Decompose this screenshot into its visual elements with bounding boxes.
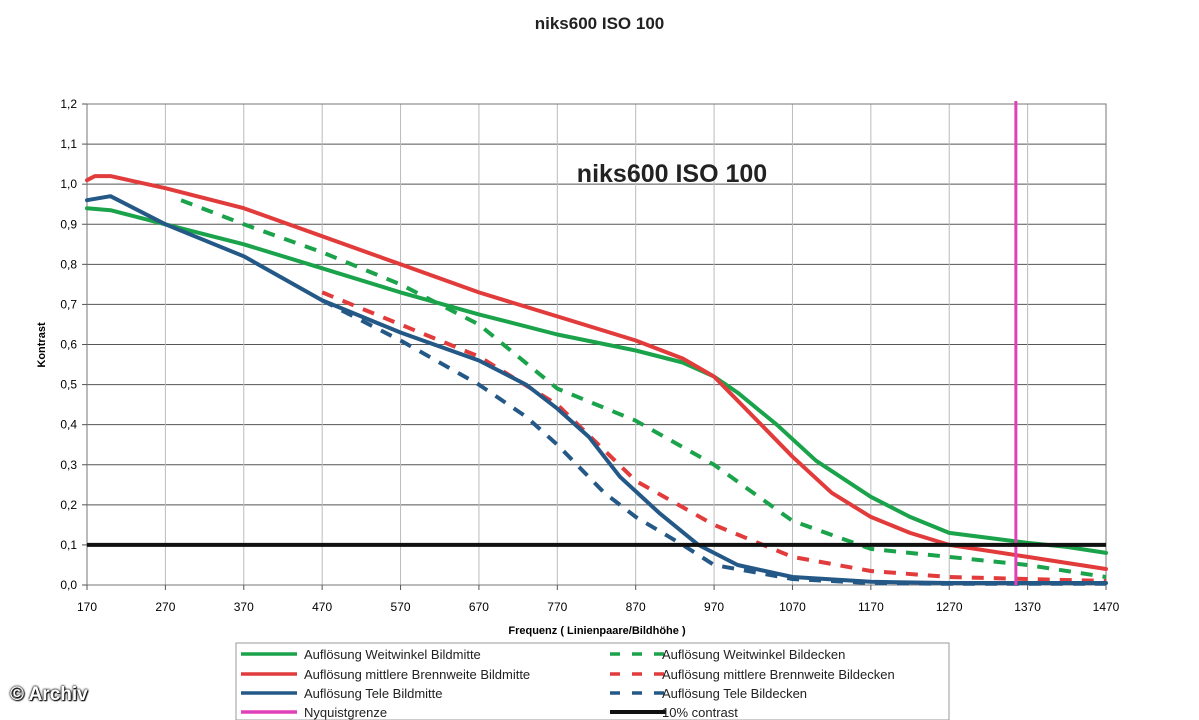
- legend-box: [235, 642, 950, 720]
- legend-label: Auflösung mittlere Brennweite Bildmitte: [304, 667, 530, 682]
- x-tick-label: 1470: [1093, 600, 1120, 614]
- series-2-dashed-line: [180, 198, 1107, 579]
- x-tick-label: 670: [469, 600, 489, 614]
- y-tick-label: 0,1: [60, 538, 77, 552]
- x-tick-label: 870: [626, 600, 646, 614]
- y-tick-label: 0,2: [60, 498, 77, 512]
- archiv-watermark: © Archiv: [10, 684, 88, 705]
- x-tick-label: 1170: [858, 600, 884, 614]
- y-tick-label: 0,4: [60, 418, 77, 432]
- series-4-dashed-line: [321, 290, 1107, 583]
- x-tick-label: 1070: [779, 600, 806, 614]
- series-6-dashed-line: [321, 298, 1106, 586]
- page-title: niks600 ISO 100: [534, 14, 665, 33]
- x-tick-label: 470: [312, 600, 332, 614]
- legend-label: Nyquistgrenze: [304, 705, 387, 720]
- inner-chart-title: niks600 ISO 100: [577, 160, 767, 188]
- series-3-line: [85, 174, 1108, 571]
- series-1-line: [85, 206, 1108, 555]
- y-axis-title: Kontrast: [36, 322, 48, 368]
- x-tick-label: 170: [77, 600, 97, 614]
- y-tick-label: 0,6: [60, 338, 77, 352]
- series-layer: [85, 101, 1108, 586]
- y-tick-label: 1,1: [60, 137, 77, 151]
- y-tick-label: 0,7: [60, 297, 77, 311]
- x-tick-label: 970: [704, 600, 724, 614]
- x-tick-label: 1370: [1014, 600, 1041, 614]
- x-tick-label: 270: [155, 600, 175, 614]
- x-axis-title: Frequenz ( Linienpaare/Bildhöhe ): [508, 625, 686, 637]
- legend-label: 10% contrast: [662, 705, 738, 720]
- legend-label: Auflösung Tele Bildmitte: [304, 686, 443, 701]
- y-tick-label: 0,5: [60, 378, 77, 392]
- y-tick-label: 1,2: [60, 97, 77, 111]
- x-tick-label: 570: [391, 600, 411, 614]
- legend-label: Auflösung mittlere Brennweite Bildecken: [662, 667, 895, 682]
- legend-label: Auflösung Tele Bildecken: [662, 686, 807, 701]
- legend-label: Auflösung Weitwinkel Bildecken: [662, 647, 845, 662]
- legend: Auflösung Weitwinkel Bildmitte Auflösung …: [235, 642, 950, 720]
- x-tick-label: 770: [547, 600, 567, 614]
- x-tick-label: 1270: [936, 600, 963, 614]
- legend-label: Auflösung Weitwinkel Bildmitte: [304, 647, 481, 662]
- series-5-line: [85, 194, 1108, 585]
- tick-layer: 0,0 0,1 0,2 0,3 0,4 0,5 0,6 0,7 0,8 0,9 1,0 1,1 1,2 1…: [60, 97, 1119, 614]
- x-tick-label: 370: [234, 600, 254, 614]
- y-tick-label: 0,8: [60, 257, 77, 271]
- y-tick-label: 1,0: [60, 177, 77, 191]
- y-tick-label: 0,0: [60, 578, 77, 592]
- y-tick-label: 0,3: [60, 458, 77, 472]
- y-tick-label: 0,9: [60, 217, 77, 231]
